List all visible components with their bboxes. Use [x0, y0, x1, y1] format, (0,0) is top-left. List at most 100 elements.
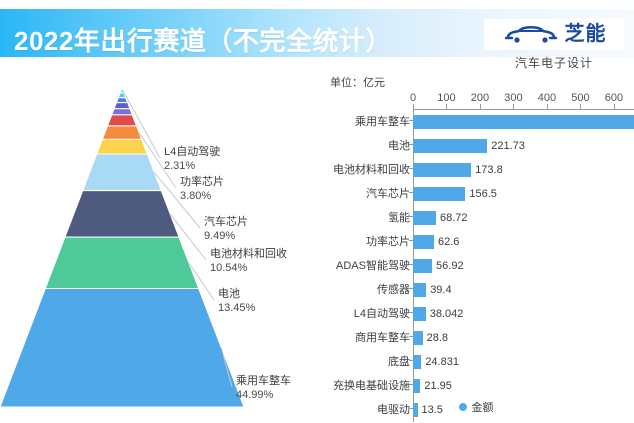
- pyramid-layer: [101, 125, 143, 140]
- bar-row[interactable]: 功率芯片 62.6: [318, 230, 634, 254]
- bar-value-label: 156.5: [469, 188, 497, 200]
- page-title: 2022年出行赛道（不完全统计）: [14, 26, 392, 56]
- pyramid-leader-line: [138, 132, 177, 189]
- pyramid-layer: [82, 153, 162, 192]
- legend: 金额: [318, 399, 634, 415]
- pyramid-layer-percent: 13.45%: [218, 302, 256, 314]
- bar-category-label: ADAS智能驾驶: [336, 260, 410, 272]
- x-tick-mark: [513, 104, 515, 109]
- pyramid-layer-name: 汽车芯片: [204, 216, 248, 228]
- bar-row[interactable]: 电池 221.73: [318, 134, 634, 158]
- x-tick-label: 100: [437, 92, 456, 104]
- pyramid-layer: [96, 138, 148, 155]
- bar[interactable]: [413, 139, 488, 153]
- bar-category-label: 电池: [388, 140, 410, 152]
- bar-row[interactable]: 传感器 39.4: [318, 278, 634, 302]
- header-banner: 2022年出行赛道（不完全统计） 芝能 汽车电子设计: [0, 9, 634, 70]
- bar-row[interactable]: 电驱动 13.5: [318, 398, 634, 422]
- bar-chart: 单位：亿元 0 100 200 300 400 500 600 乘用车整车 电池 221.73 电…: [318, 62, 634, 423]
- bar-row[interactable]: 乘用车整车: [318, 110, 634, 134]
- x-tick-label: 600: [604, 92, 624, 104]
- y-tick-mark: [409, 360, 413, 361]
- pyramid-layer: [106, 114, 138, 127]
- bar[interactable]: [413, 187, 466, 201]
- bar-rows: 乘用车整车电池 221.73 电池材料和回收 173.8 汽车芯片 156.5 氢能 68.7…: [318, 110, 634, 422]
- pyramid-layer-percent: 2.31%: [164, 160, 196, 172]
- bar[interactable]: [413, 283, 427, 297]
- y-tick-mark: [409, 144, 413, 145]
- bar[interactable]: [413, 259, 433, 273]
- bar-row[interactable]: 充换电基础设施 21.95: [318, 374, 634, 398]
- y-tick-mark: [409, 264, 413, 265]
- bar-value-label: 38.042: [429, 308, 464, 320]
- pyramid-layer: [64, 190, 180, 238]
- pyramid-layer-percent: 3.80%: [180, 190, 212, 202]
- x-tick-label: 500: [571, 92, 590, 104]
- bar-value-label: 62.6: [437, 236, 460, 248]
- pyramid-layer: [110, 108, 134, 116]
- x-axis: 0 100 200 300 400 500 600: [318, 92, 634, 110]
- bar[interactable]: [413, 355, 422, 369]
- bar-category-label: 电驱动: [377, 404, 410, 416]
- bar-row[interactable]: ADAS智能驾驶 56.92: [318, 254, 634, 278]
- x-tick-mark: [580, 104, 582, 109]
- bar[interactable]: [413, 331, 423, 345]
- pyramid-layer-label: 乘用车整车 44.99%: [236, 374, 291, 402]
- y-tick-mark: [409, 168, 413, 169]
- pyramid-layer-name: 电池材料和回收: [210, 248, 287, 260]
- pyramid-layer: [115, 97, 129, 104]
- brand-name: 芝能: [564, 23, 607, 45]
- y-tick-mark: [409, 336, 413, 337]
- bar-value-label: 21.95: [424, 380, 452, 392]
- pyramid-svg: [0, 86, 245, 408]
- pyramid-leader-line: [122, 90, 161, 159]
- pyramid-layer-label: 电池材料和回收 10.54%: [210, 247, 287, 275]
- bar-value-label: 13.5: [421, 404, 443, 416]
- bar-value-label: 24.831: [425, 356, 459, 368]
- bar-value-label: 221.73: [491, 140, 525, 152]
- brand-mark: 芝能: [484, 19, 624, 50]
- pyramid-layer-percent: 10.54%: [210, 262, 248, 274]
- bar[interactable]: [413, 211, 436, 225]
- bar-category-label: 汽车芯片: [366, 188, 410, 200]
- y-tick-mark: [409, 192, 413, 193]
- x-tick-mark: [546, 104, 548, 109]
- bar[interactable]: [413, 235, 434, 249]
- bar[interactable]: [413, 403, 418, 417]
- bar[interactable]: [413, 379, 421, 393]
- pyramid-layer-name: L4自动驾驶: [164, 146, 221, 158]
- x-tick-label: 0: [409, 92, 417, 104]
- bar-row[interactable]: 底盘 24.831: [318, 350, 634, 374]
- y-tick-mark: [409, 288, 413, 289]
- bar[interactable]: [413, 307, 426, 321]
- unit-label: 单位：亿元: [330, 77, 385, 89]
- bar-value-label: 28.8: [426, 332, 449, 344]
- bar-row[interactable]: 汽车芯片 156.5: [318, 182, 634, 206]
- bar-row[interactable]: L4自动驾驶 38.042: [318, 302, 634, 326]
- pyramid-layer-percent: 44.99%: [236, 389, 274, 401]
- bar-value-label: 39.4: [430, 284, 452, 296]
- bar-category-label: 底盘: [388, 356, 410, 368]
- y-tick-mark: [409, 408, 413, 409]
- bar-category-label: 乘用车整车: [355, 116, 410, 128]
- brand-subtitle: 汽车电子设计: [514, 56, 593, 70]
- bar-row[interactable]: 商用车整车 28.8: [318, 326, 634, 350]
- bar-row[interactable]: 电池材料和回收 173.8: [318, 158, 634, 182]
- y-tick-mark: [409, 216, 413, 217]
- bar-category-label: 功率芯片: [366, 236, 410, 248]
- pyramid-layer-name: 功率芯片: [180, 176, 224, 188]
- pyramid-layer: [113, 102, 131, 110]
- pyramid-layer-label: 汽车芯片 9.49%: [204, 215, 248, 243]
- pyramid-layer: [44, 236, 200, 289]
- bar[interactable]: [413, 115, 634, 129]
- legend-label: 金额: [471, 402, 494, 414]
- bar[interactable]: [413, 163, 472, 177]
- pyramid-layer: [0, 287, 245, 408]
- pyramid-layer-percent: 9.49%: [204, 230, 236, 242]
- bar-row[interactable]: 氢能 68.72: [318, 206, 634, 230]
- bar-category-label: 传感器: [377, 284, 410, 296]
- pyramid-layer-label: L4自动驾驶 2.31%: [164, 145, 220, 173]
- x-tick-mark: [446, 104, 448, 109]
- pyramid-leader-line: [169, 213, 207, 261]
- pyramid-leader-line: [153, 172, 201, 229]
